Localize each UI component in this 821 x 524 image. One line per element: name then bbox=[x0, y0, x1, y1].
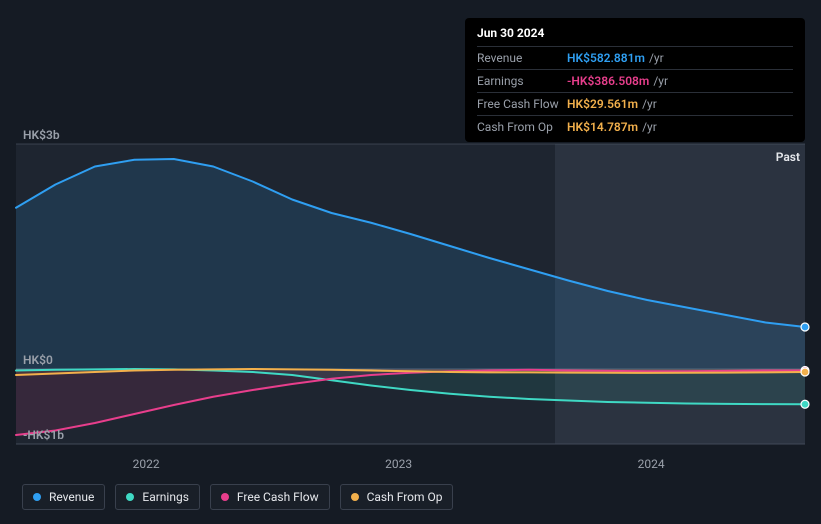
tooltip-row: Cash From OpHK$14.787m/yr bbox=[477, 115, 793, 138]
y-tick-label: -HK$1b bbox=[23, 428, 64, 442]
legend-swatch bbox=[33, 493, 41, 501]
tooltip-value: HK$14.787m bbox=[567, 120, 638, 134]
legend-label: Earnings bbox=[142, 490, 189, 504]
tooltip-label: Revenue bbox=[477, 51, 567, 65]
x-tick-label: 2023 bbox=[385, 457, 412, 471]
legend-swatch bbox=[126, 493, 134, 501]
past-label: Past bbox=[776, 150, 800, 164]
legend-item-earnings[interactable]: Earnings bbox=[115, 484, 200, 510]
revenue-end-marker bbox=[801, 323, 809, 331]
y-tick-label: HK$0 bbox=[23, 353, 53, 367]
tooltip-unit: /yr bbox=[642, 97, 657, 111]
y-tick-label: HK$3b bbox=[23, 128, 60, 142]
tooltip-row: Free Cash FlowHK$29.561m/yr bbox=[477, 92, 793, 115]
tooltip-label: Free Cash Flow bbox=[477, 97, 567, 111]
tooltip-unit: /yr bbox=[642, 120, 657, 134]
legend-label: Free Cash Flow bbox=[237, 490, 319, 504]
legend-label: Cash From Op bbox=[367, 490, 443, 504]
tooltip-label: Earnings bbox=[477, 74, 567, 88]
tooltip-value: -HK$386.508m bbox=[567, 74, 649, 88]
x-tick-label: 2024 bbox=[638, 457, 665, 471]
chart-tooltip: Jun 30 2024RevenueHK$582.881m/yrEarnings… bbox=[465, 18, 805, 142]
legend-item-revenue[interactable]: Revenue bbox=[22, 484, 105, 510]
tooltip-value: HK$582.881m bbox=[567, 51, 645, 65]
tooltip-value: HK$29.561m bbox=[567, 97, 638, 111]
tooltip-row: Earnings-HK$386.508m/yr bbox=[477, 69, 793, 92]
legend-swatch bbox=[351, 493, 359, 501]
earnings-end-marker bbox=[801, 400, 809, 408]
tooltip-label: Cash From Op bbox=[477, 120, 567, 134]
tooltip-row: RevenueHK$582.881m/yr bbox=[477, 46, 793, 69]
x-tick-label: 2022 bbox=[133, 457, 160, 471]
legend-item-fcf[interactable]: Free Cash Flow bbox=[210, 484, 330, 510]
cfo-end-marker bbox=[801, 368, 809, 376]
legend-item-cfo[interactable]: Cash From Op bbox=[340, 484, 454, 510]
tooltip-unit: /yr bbox=[649, 51, 664, 65]
legend-label: Revenue bbox=[49, 490, 94, 504]
legend-swatch bbox=[221, 493, 229, 501]
tooltip-unit: /yr bbox=[653, 74, 668, 88]
tooltip-date: Jun 30 2024 bbox=[477, 26, 793, 46]
legend: Revenue Earnings Free Cash Flow Cash From O… bbox=[22, 484, 453, 510]
